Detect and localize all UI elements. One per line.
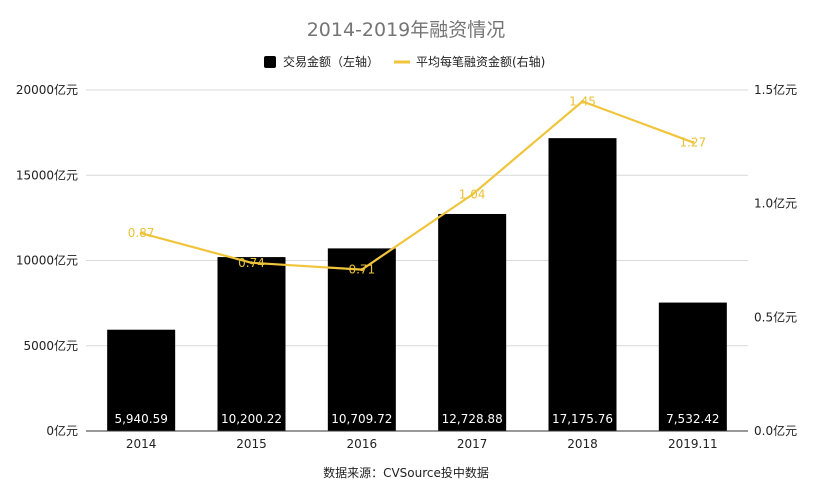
bar: [438, 213, 507, 431]
bar-series: 5,940.59 10,200.22 10,709.72 12,728.88 17,17…: [107, 138, 727, 431]
line-series: 0.87 0.74 0.71 1.04 1.45 1.27: [128, 94, 706, 276]
bar-value-label: 7,532.42: [666, 412, 719, 426]
bar-value-label: 10,709.72: [331, 412, 392, 426]
bar-value-label: 10,200.22: [221, 412, 282, 426]
y-left-tick-label: 10000亿元: [16, 253, 78, 268]
line-value-label: 0.71: [348, 263, 375, 277]
line-value-label: 1.04: [459, 188, 486, 202]
line-point: [250, 261, 253, 265]
bar: [217, 257, 286, 431]
line-point: [470, 193, 474, 197]
legend-label-bar: 交易金额（左轴）: [283, 54, 379, 69]
x-axis: 2014 2015 2016 2017 2018 2019.11: [86, 430, 748, 451]
y-axis-right: 0.0亿元 0.5亿元 1.0亿元 1.5亿元: [754, 82, 797, 438]
y-right-tick-label: 0.0亿元: [754, 423, 797, 438]
line-point: [360, 268, 364, 272]
y-axis-left: 0亿元 5000亿元 10000亿元 15000亿元 20000亿元: [16, 82, 78, 438]
line-value-label: 0.74: [238, 256, 265, 270]
x-tick-label: 2016: [347, 437, 378, 451]
line-path: [140, 100, 694, 271]
x-tick-label: 2015: [236, 437, 267, 451]
line-point: [691, 140, 695, 144]
chart-title: 2014-2019年融资情况: [307, 19, 506, 41]
y-left-tick-label: 20000亿元: [16, 82, 78, 97]
x-tick-label: 2014: [126, 437, 157, 451]
bar: [107, 329, 176, 431]
y-left-tick-label: 15000亿元: [16, 167, 78, 182]
legend: 交易金额（左轴） 平均每笔融资金额(右轴): [264, 54, 545, 69]
y-right-tick-label: 0.5亿元: [754, 309, 797, 324]
gridlines: [86, 89, 748, 347]
bar: [658, 302, 727, 431]
bar: [548, 138, 617, 431]
bar: [327, 248, 396, 431]
line-value-label: 1.45: [569, 94, 596, 108]
legend-label-line: 平均每笔融资金额(右轴): [416, 54, 545, 69]
line-point: [139, 231, 143, 235]
line-value-label: 0.87: [128, 226, 155, 240]
line-value-label: 1.27: [679, 135, 706, 149]
bar-value-label: 12,728.88: [442, 412, 503, 426]
y-right-tick-label: 1.5亿元: [754, 82, 797, 97]
source-note: 数据来源：CVSource投中数据: [323, 465, 489, 480]
x-tick-label: 2017: [457, 437, 488, 451]
x-tick-label: 2018: [567, 437, 598, 451]
legend-swatch-bar: [264, 56, 276, 68]
x-tick-label: 2019.11: [668, 437, 718, 451]
y-left-tick-label: 5000亿元: [23, 338, 78, 353]
bar-value-label: 17,175.76: [552, 412, 613, 426]
y-right-tick-label: 1.0亿元: [754, 196, 797, 211]
line-point: [581, 99, 584, 103]
y-left-tick-label: 0亿元: [46, 423, 78, 438]
bar-value-label: 5,940.59: [114, 412, 167, 426]
